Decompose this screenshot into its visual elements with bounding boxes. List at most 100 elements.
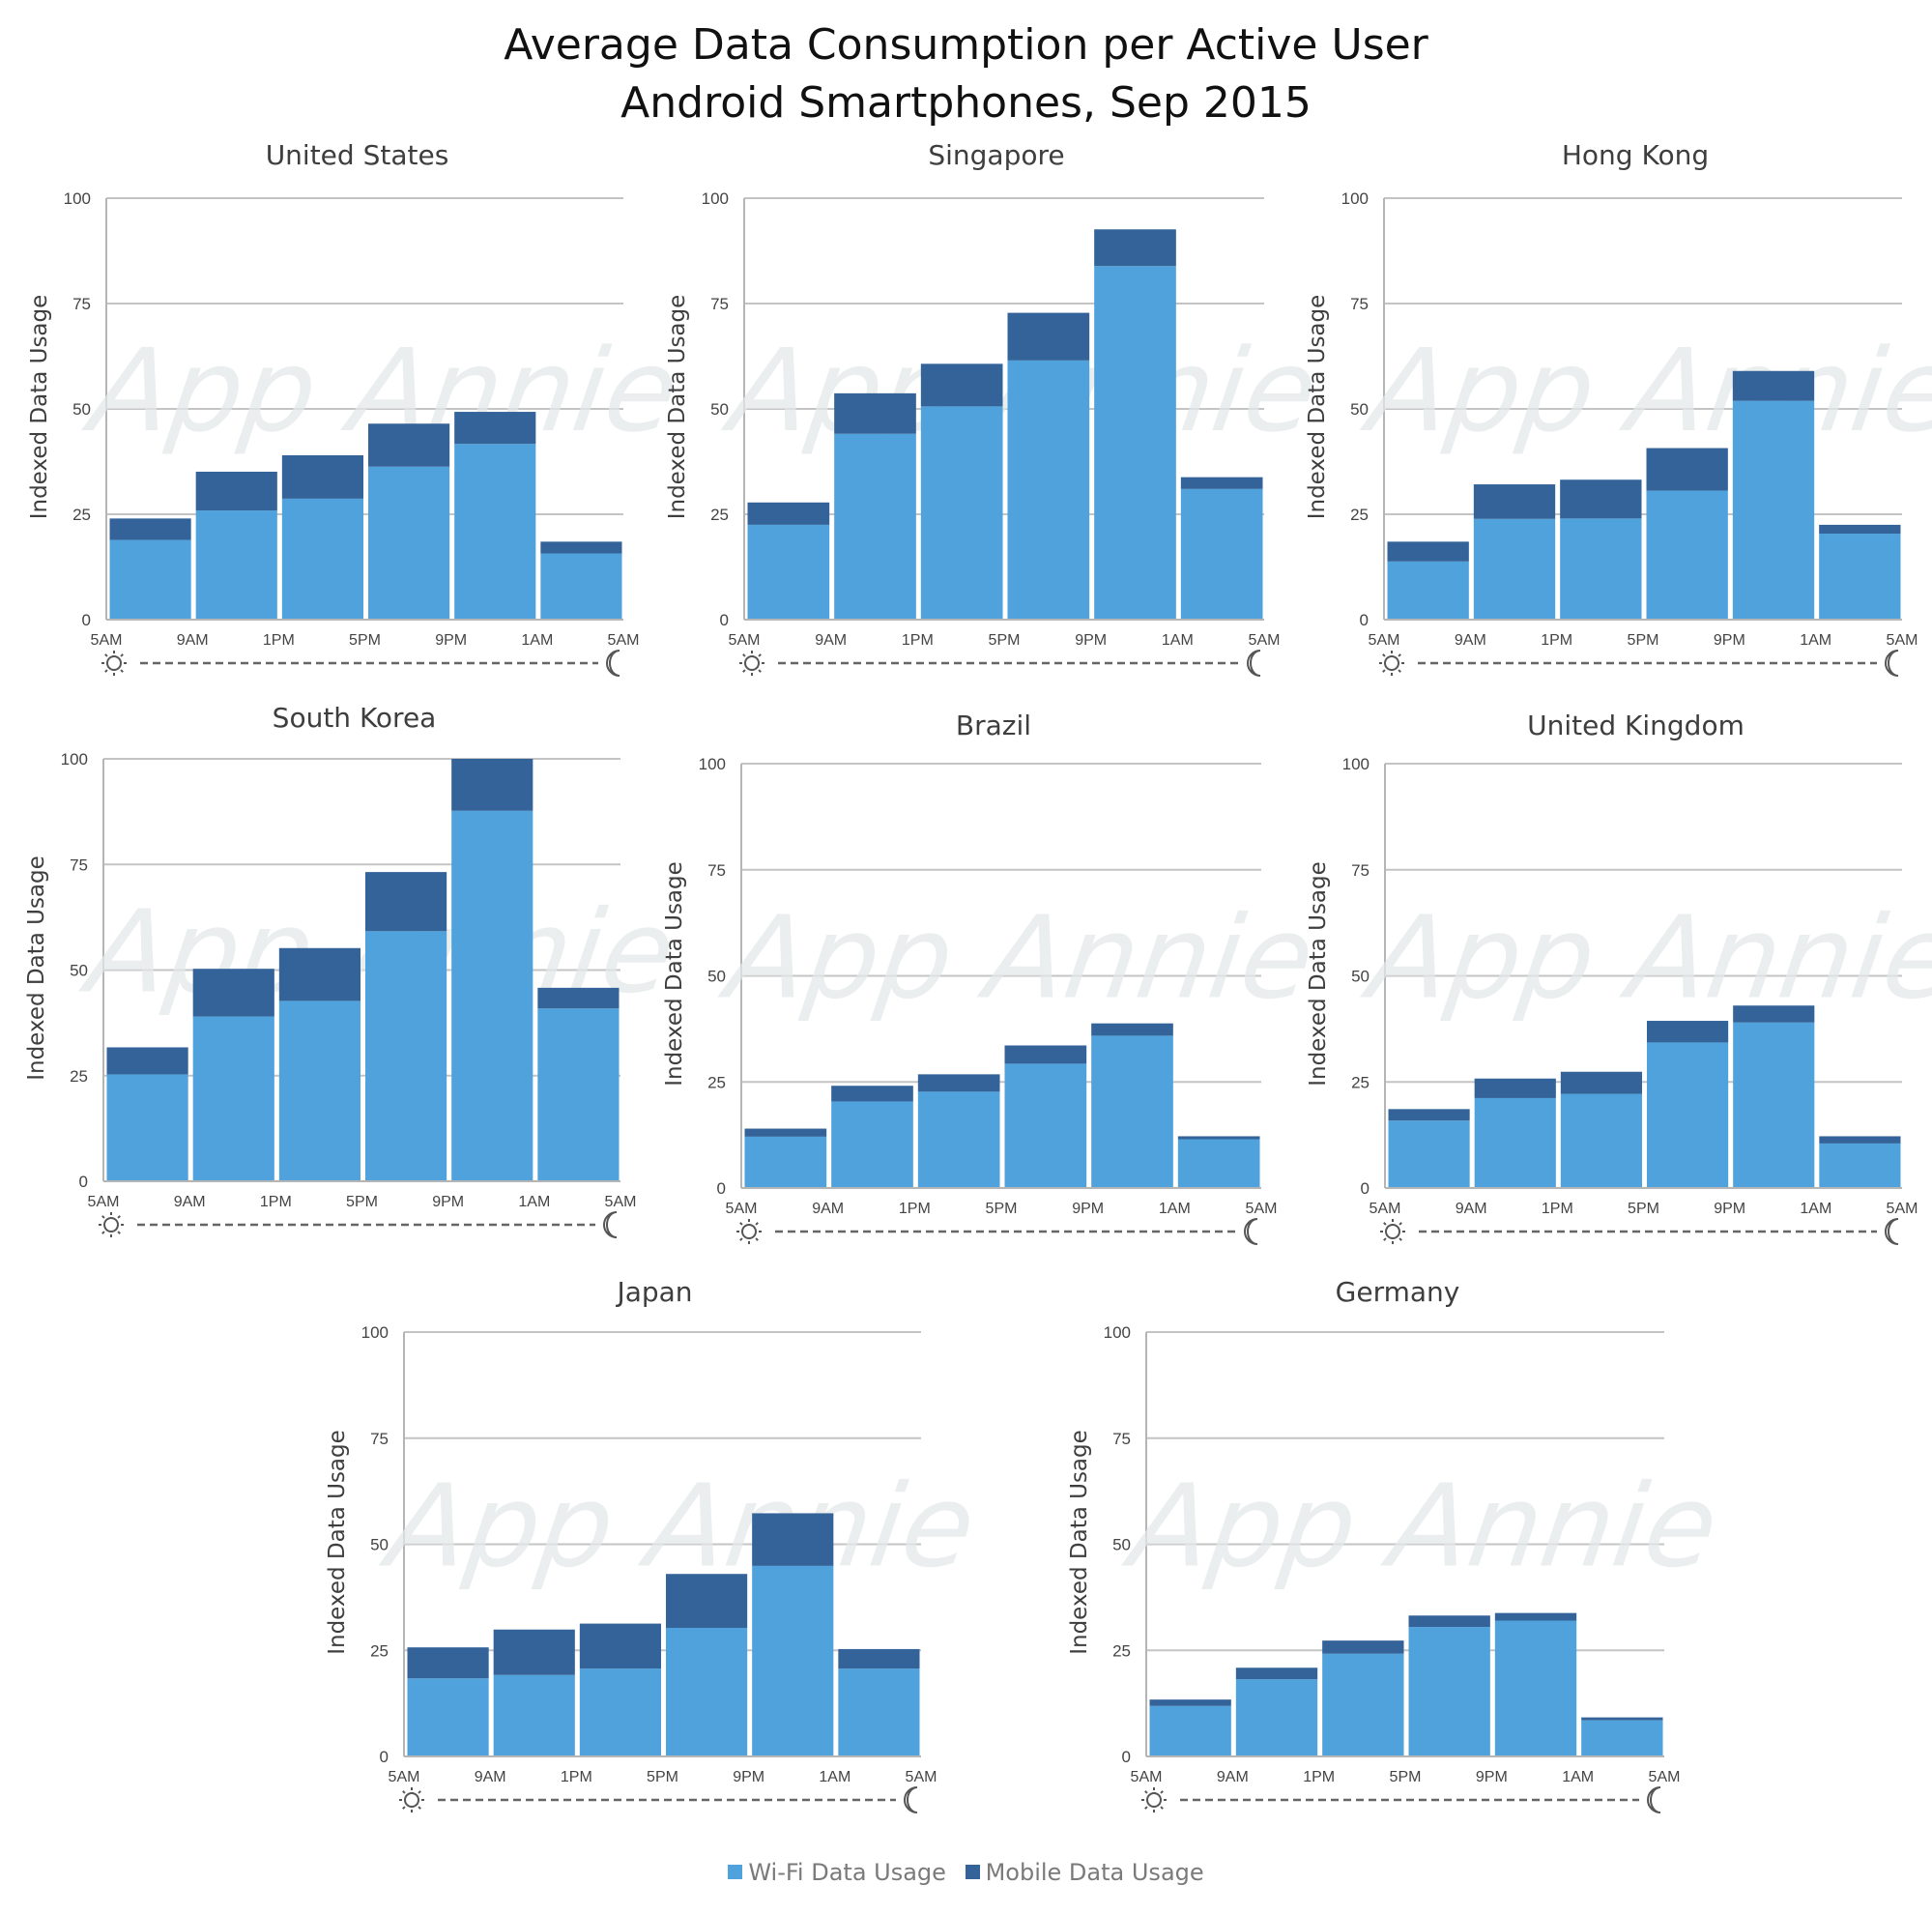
x-tick-label: 1PM (1542, 1201, 1573, 1217)
x-tick-label: 1PM (561, 1769, 592, 1785)
y-tick-label: 50 (70, 962, 88, 980)
bar-mobile-brazil-3 (1004, 1045, 1087, 1064)
bar-wifi-japan-3 (666, 1627, 748, 1756)
bar-wifi-united-states-4 (454, 444, 536, 620)
bar-wifi-hong-kong-4 (1732, 400, 1815, 620)
bar-mobile-japan-1 (493, 1629, 575, 1675)
x-tick-label: 5PM (349, 632, 381, 649)
x-tick-label: 5AM (1369, 632, 1400, 649)
x-tick-label: 5AM (1887, 632, 1918, 649)
bar-wifi-united-kingdom-2 (1560, 1093, 1642, 1188)
bar-mobile-united-states-1 (195, 471, 277, 511)
legend-swatch-mobile (965, 1865, 980, 1879)
bar-wifi-united-kingdom-4 (1733, 1022, 1815, 1188)
bar-wifi-united-states-0 (109, 539, 191, 620)
bar-mobile-south-korea-1 (192, 969, 274, 1017)
y-tick-label: 100 (64, 189, 91, 208)
y-axis-label: Indexed Data Usage (27, 295, 52, 520)
x-tick-label: 9AM (174, 1194, 206, 1210)
x-tick-label: 5AM (88, 1194, 120, 1210)
bar-wifi-germany-3 (1408, 1627, 1490, 1756)
x-tick-label: 9AM (475, 1769, 506, 1785)
x-tick-label: 1AM (521, 632, 553, 649)
bar-mobile-singapore-0 (747, 502, 830, 525)
bar-mobile-japan-5 (838, 1648, 920, 1669)
bar-mobile-hong-kong-4 (1732, 370, 1815, 401)
y-tick-label: 25 (72, 506, 91, 524)
bar-mobile-united-states-3 (368, 423, 450, 467)
bar-mobile-brazil-2 (917, 1074, 1000, 1092)
y-tick-label: 25 (1112, 1641, 1131, 1660)
sun-icon (1380, 1219, 1405, 1244)
x-tick-label: 5AM (91, 632, 123, 649)
bar-wifi-japan-2 (579, 1668, 661, 1756)
bar-mobile-japan-0 (407, 1647, 489, 1679)
bar-wifi-japan-4 (752, 1565, 834, 1756)
bar-wifi-united-kingdom-5 (1819, 1143, 1901, 1188)
sun-icon (739, 651, 764, 676)
y-tick-label: 100 (1104, 1323, 1131, 1342)
bar-mobile-hong-kong-1 (1473, 484, 1556, 519)
chart-title-line1: Average Data Consumption per Active User (504, 20, 1428, 70)
bar-wifi-united-states-1 (195, 510, 277, 620)
moon-icon (603, 1211, 618, 1238)
x-tick-label: 5AM (1649, 1769, 1681, 1785)
y-tick-label: 75 (710, 295, 729, 313)
y-tick-label: 25 (370, 1641, 389, 1660)
y-tick-label: 25 (1351, 1073, 1370, 1091)
bar-mobile-south-korea-2 (278, 947, 360, 1001)
x-tick-label: 1AM (1562, 1769, 1594, 1785)
bar-mobile-germany-5 (1581, 1717, 1663, 1721)
bar-mobile-brazil-1 (831, 1086, 913, 1102)
bar-mobile-united-states-4 (454, 412, 536, 445)
x-tick-label: 5PM (1628, 632, 1659, 649)
bar-wifi-japan-5 (838, 1668, 920, 1756)
x-tick-label: 5AM (605, 1194, 637, 1210)
y-axis-label: Indexed Data Usage (1305, 295, 1330, 520)
x-tick-label: 9AM (177, 632, 209, 649)
bar-mobile-brazil-0 (744, 1128, 827, 1137)
legend-item-wifi: Wi-Fi Data Usage (728, 1859, 946, 1886)
bar-wifi-singapore-2 (920, 406, 1003, 620)
x-tick-label: 9PM (1714, 1201, 1745, 1217)
bar-mobile-germany-1 (1235, 1668, 1318, 1680)
x-tick-label: 9AM (1456, 1201, 1487, 1217)
moon-icon (1885, 650, 1899, 677)
y-tick-label: 75 (1350, 295, 1369, 313)
bar-mobile-south-korea-4 (451, 759, 533, 811)
y-tick-label: 75 (707, 861, 726, 880)
y-tick-label: 75 (72, 295, 91, 313)
panel-title-south-korea: South Korea (273, 702, 437, 734)
bar-wifi-united-kingdom-3 (1647, 1042, 1729, 1188)
x-tick-label: 9PM (1714, 632, 1745, 649)
bar-wifi-singapore-3 (1007, 360, 1090, 620)
y-tick-label: 75 (370, 1430, 389, 1448)
bar-mobile-south-korea-3 (365, 872, 447, 932)
bar-wifi-hong-kong-1 (1473, 518, 1556, 620)
bar-wifi-united-states-2 (281, 498, 363, 620)
y-tick-label: 50 (72, 400, 91, 419)
bar-wifi-brazil-1 (831, 1101, 913, 1188)
y-tick-label: 75 (70, 856, 88, 874)
bar-mobile-hong-kong-5 (1819, 524, 1901, 535)
sun-icon (399, 1787, 424, 1812)
y-tick-label: 0 (717, 1179, 726, 1198)
y-tick-label: 25 (70, 1067, 88, 1086)
panel-title-japan: Japan (615, 1276, 692, 1308)
watermark: App Annie (1116, 1460, 1725, 1592)
x-tick-label: 1PM (899, 1201, 931, 1217)
x-tick-label: 9AM (1455, 632, 1486, 649)
moon-icon (1244, 1218, 1258, 1245)
bar-mobile-united-kingdom-2 (1560, 1071, 1642, 1094)
bar-mobile-united-states-5 (540, 541, 622, 554)
moon-icon (904, 1786, 918, 1813)
y-axis-label: Indexed Data Usage (662, 861, 687, 1087)
sun-icon (1379, 651, 1404, 676)
x-tick-label: 1AM (518, 1194, 550, 1210)
bar-wifi-brazil-0 (744, 1136, 827, 1188)
y-axis-label: Indexed Data Usage (1067, 1430, 1092, 1655)
x-tick-label: 9PM (1075, 632, 1107, 649)
y-tick-label: 50 (710, 400, 729, 419)
sun-icon (736, 1219, 762, 1244)
bar-mobile-singapore-2 (920, 363, 1003, 407)
